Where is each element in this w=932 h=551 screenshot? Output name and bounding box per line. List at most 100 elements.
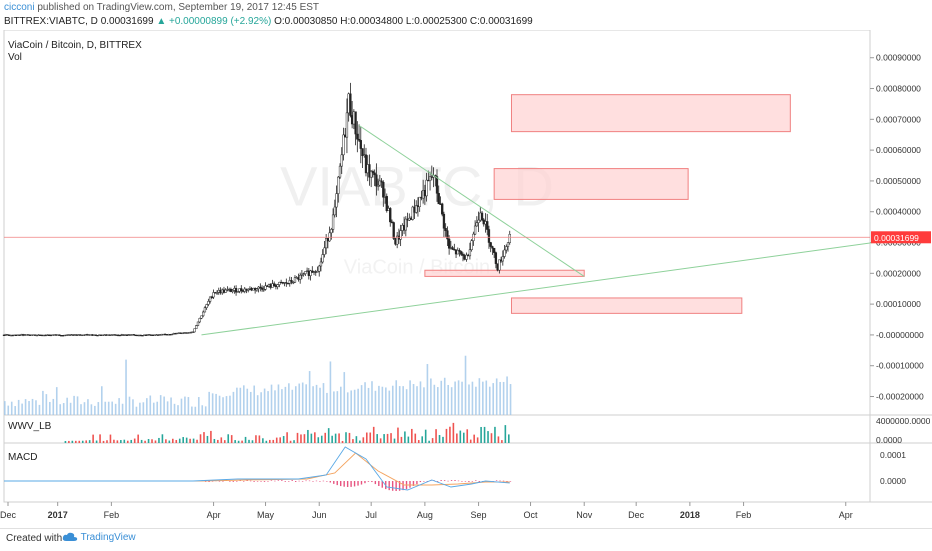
volume-bar <box>426 364 429 415</box>
macd-histogram-bar <box>256 481 259 482</box>
wwv-bar <box>355 436 358 443</box>
volume-bar <box>256 395 259 415</box>
candle-body <box>195 325 198 330</box>
candle-body <box>399 230 402 240</box>
wwv-bar <box>300 434 302 443</box>
macd-histogram-bar <box>284 481 286 482</box>
macd-histogram-bar <box>353 481 356 487</box>
volume-bar <box>239 387 242 415</box>
volume-bar <box>173 403 176 415</box>
volume-bar <box>457 380 460 415</box>
candle-body <box>207 301 210 305</box>
macd-histogram-bar <box>461 481 463 482</box>
volume-bar <box>471 381 474 415</box>
volume-bar <box>201 405 204 415</box>
volume-bar <box>218 395 221 415</box>
candle-body <box>437 193 440 205</box>
macd-histogram-bar <box>509 481 512 482</box>
volume-bar <box>391 385 394 415</box>
macd-histogram-bar <box>426 480 429 482</box>
volume-bar <box>28 401 30 415</box>
candle-body <box>368 164 371 178</box>
volume-bar <box>249 391 252 415</box>
volume-bar <box>236 387 238 415</box>
candle-body <box>292 281 295 284</box>
macd-histogram-bar <box>378 481 380 486</box>
wwv-bar <box>85 440 88 443</box>
wwv-bar <box>327 428 330 443</box>
wwv-bar <box>469 439 472 443</box>
wwv-bar <box>414 433 417 443</box>
trendline-support <box>201 238 897 336</box>
wwv-bar <box>407 436 410 443</box>
candle-body <box>330 229 333 234</box>
candle-body <box>465 254 468 260</box>
candle-body <box>470 240 473 250</box>
wwv-bar <box>393 438 396 443</box>
wwv-bar <box>282 436 285 443</box>
volume-bar <box>357 388 359 415</box>
wwv-bar <box>411 428 413 443</box>
macd-histogram-bar <box>391 481 394 491</box>
candle-body <box>461 254 465 256</box>
y-tick-label: 0.00050000 <box>876 176 921 186</box>
candle-body <box>404 218 407 231</box>
cloud-icon <box>62 533 78 542</box>
author-link[interactable]: cicconi <box>4 2 35 13</box>
wwv-bar <box>227 434 230 443</box>
wwv-bar <box>397 427 399 443</box>
macd-histogram-bar <box>267 481 269 482</box>
candle-body <box>359 140 362 149</box>
footer-bar: Created with TradingView <box>0 528 932 551</box>
volume-bar <box>69 402 72 415</box>
volume-bar <box>381 386 384 415</box>
macd-histogram-bar <box>308 480 311 482</box>
macd-histogram-bar <box>468 481 470 482</box>
macd-histogram-bar <box>454 480 456 481</box>
wwv-bar <box>445 428 448 443</box>
volume-bar <box>80 404 82 415</box>
macd-histogram-bar <box>294 481 297 482</box>
macd-histogram-bar <box>478 481 480 482</box>
volume-bar <box>208 391 210 415</box>
candle-body <box>323 247 326 255</box>
wwv-bar <box>172 438 174 443</box>
wwv-bar <box>220 437 223 443</box>
tradingview-logo[interactable]: TradingView <box>62 532 136 543</box>
candle-body <box>451 247 454 250</box>
macd-histogram-bar <box>412 481 415 486</box>
candle-body <box>302 273 305 275</box>
volume-bar <box>409 380 411 415</box>
candle-body <box>425 179 428 197</box>
candle-body <box>435 176 439 194</box>
volume-bar <box>322 383 325 415</box>
volume-bar <box>319 387 321 415</box>
x-tick-label: Oct <box>524 510 539 520</box>
wwv-bar <box>275 437 278 443</box>
candle-body <box>278 281 281 285</box>
wwv-bar <box>435 429 437 443</box>
volume-bar <box>461 381 463 415</box>
symbol-label: BITTREX:VIABTC, D <box>4 16 98 27</box>
macd-histogram-bar <box>440 480 442 481</box>
volume-bar <box>187 397 190 415</box>
wwv-bar <box>417 440 420 443</box>
wwv-bar <box>352 439 354 443</box>
macd-histogram-bar <box>204 481 207 482</box>
volume-bar <box>90 404 93 415</box>
macd-histogram-bar <box>371 481 373 483</box>
wwv-bar <box>241 440 243 443</box>
wwv-bar <box>262 438 264 443</box>
candle-body <box>458 250 461 252</box>
macd-histogram-bar <box>249 480 252 482</box>
macd-histogram-bar <box>402 481 404 491</box>
candle-body <box>255 288 259 291</box>
wwv-bar <box>365 432 368 443</box>
volume-bar <box>142 402 145 415</box>
volume-bar <box>270 384 273 415</box>
volume-bar <box>405 389 408 415</box>
candle-body <box>380 180 383 183</box>
volume-bar <box>437 387 439 415</box>
candle-body <box>468 249 472 257</box>
